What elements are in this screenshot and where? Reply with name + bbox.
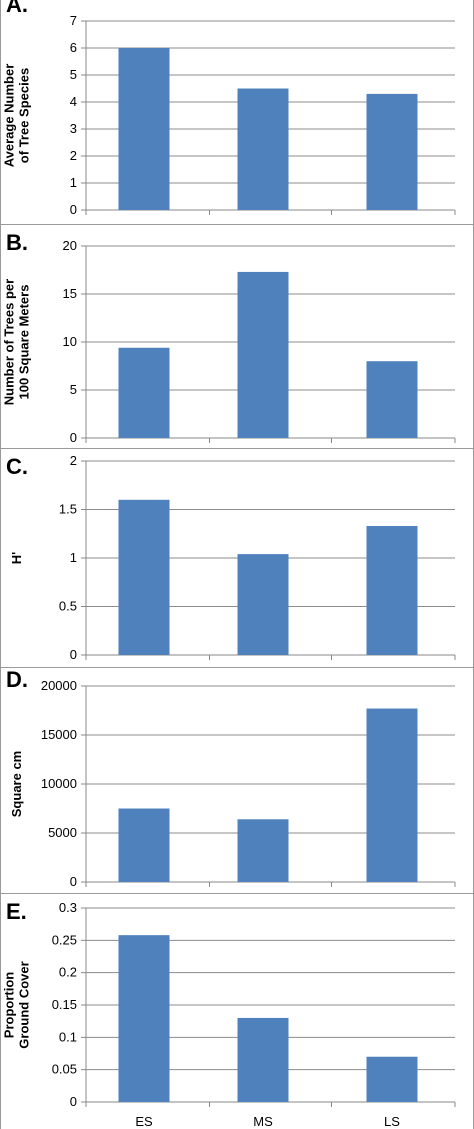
y-tick-label: 0.05 xyxy=(52,1062,77,1077)
y-tick-label: 2 xyxy=(70,453,77,468)
y-tick-label: 20000 xyxy=(41,678,77,693)
bar-es xyxy=(118,808,170,882)
x-category-label: LS xyxy=(384,1114,400,1129)
y-tick-label: 0.1 xyxy=(59,1029,77,1044)
bar-ms xyxy=(237,88,289,210)
bar-ls xyxy=(366,361,418,438)
bar-ls xyxy=(366,93,418,210)
y-tick-label: 5000 xyxy=(48,825,77,840)
y-axis-label: Proportion xyxy=(2,972,17,1038)
y-tick-label: 0 xyxy=(70,874,77,889)
bar-ms xyxy=(237,819,289,882)
bar-es xyxy=(118,935,170,1102)
y-tick-label: 0.25 xyxy=(52,932,77,947)
y-axis-label: 100 Square Meters xyxy=(17,285,32,400)
bar-ms xyxy=(237,271,289,438)
panel-label: E. xyxy=(6,899,27,924)
x-category-label: MS xyxy=(253,1114,273,1129)
y-tick-label: 3 xyxy=(70,121,77,136)
y-tick-label: 6 xyxy=(70,40,77,55)
y-axis-label: Square cm xyxy=(9,751,24,817)
y-tick-label: 5 xyxy=(70,382,77,397)
y-axis-label: H' xyxy=(9,552,24,564)
y-tick-label: 2 xyxy=(70,148,77,163)
y-tick-label: 0.2 xyxy=(59,965,77,980)
y-tick-label: 0.5 xyxy=(59,599,77,614)
y-tick-label: 20 xyxy=(63,238,77,253)
panel-label: A. xyxy=(6,0,28,17)
x-category-label: ES xyxy=(135,1114,153,1129)
y-tick-label: 0 xyxy=(70,430,77,445)
panel-label: D. xyxy=(6,667,28,692)
y-tick-label: 5 xyxy=(70,67,77,82)
y-tick-label: 1 xyxy=(70,550,77,565)
bar-ls xyxy=(366,708,418,882)
y-tick-label: 0.3 xyxy=(59,900,77,915)
bar-ls xyxy=(366,525,418,655)
bar-ls xyxy=(366,1056,418,1102)
y-tick-label: 15 xyxy=(63,286,77,301)
y-tick-label: 1.5 xyxy=(59,502,77,517)
y-tick-label: 0 xyxy=(70,202,77,217)
y-tick-label: 1 xyxy=(70,175,77,190)
panel-label: B. xyxy=(6,230,28,255)
bar-es xyxy=(118,347,170,438)
y-axis-label: of Tree Species xyxy=(17,68,32,163)
y-axis-label: Ground Cover xyxy=(17,961,32,1048)
y-tick-label: 0 xyxy=(70,1094,77,1109)
bar-es xyxy=(118,499,170,655)
y-axis-label: Average Number xyxy=(2,64,17,168)
panel-label: C. xyxy=(6,454,28,479)
y-tick-label: 0.15 xyxy=(52,997,77,1012)
y-tick-label: 4 xyxy=(70,94,77,109)
y-tick-label: 10 xyxy=(63,334,77,349)
y-tick-label: 15000 xyxy=(41,727,77,742)
y-tick-label: 7 xyxy=(70,13,77,28)
bar-ms xyxy=(237,554,289,655)
bar-es xyxy=(118,48,170,210)
bar-ms xyxy=(237,1017,289,1102)
y-tick-label: 0 xyxy=(70,647,77,662)
y-tick-label: 10000 xyxy=(41,776,77,791)
y-axis-label: Number of Trees per xyxy=(2,279,17,405)
